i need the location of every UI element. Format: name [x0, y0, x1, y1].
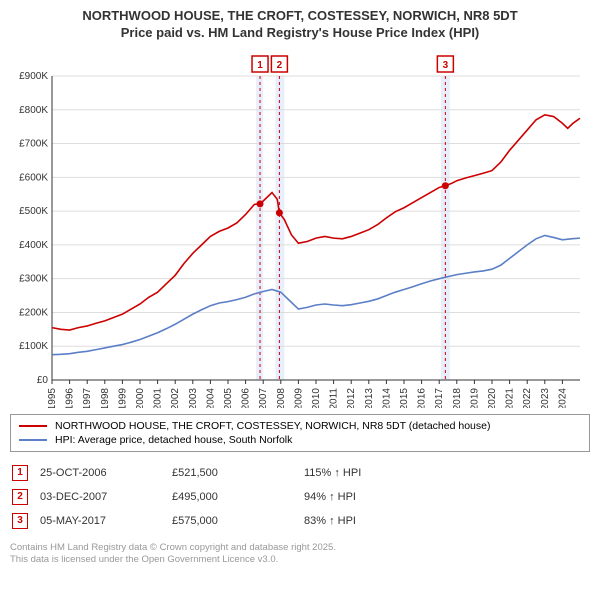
event-number-box: 1 — [12, 465, 28, 481]
svg-text:£500K: £500K — [19, 206, 48, 217]
svg-text:2002: 2002 — [170, 387, 181, 407]
svg-text:2015: 2015 — [399, 387, 410, 407]
chart-title: NORTHWOOD HOUSE, THE CROFT, COSTESSEY, N… — [10, 8, 590, 42]
svg-text:£900K: £900K — [19, 71, 48, 82]
svg-text:2009: 2009 — [293, 387, 304, 407]
svg-text:2007: 2007 — [258, 387, 269, 407]
svg-text:£700K: £700K — [19, 138, 48, 149]
svg-text:2018: 2018 — [452, 387, 463, 407]
svg-text:2001: 2001 — [153, 387, 164, 407]
svg-text:1999: 1999 — [117, 387, 128, 407]
svg-text:£0: £0 — [37, 375, 49, 386]
svg-text:2004: 2004 — [205, 387, 216, 407]
chart-area: £0 £100K £200K £300K £400K £500K £600K £700K £80… — [10, 48, 590, 408]
svg-text:1997: 1997 — [82, 387, 93, 407]
svg-text:£200K: £200K — [19, 307, 48, 318]
event-row: 2 03-DEC-2007£495,00094% ↑ HPI — [12, 486, 371, 508]
svg-text:2022: 2022 — [522, 387, 533, 407]
event-pct: 94% ↑ HPI — [304, 486, 371, 508]
svg-text:2020: 2020 — [487, 387, 498, 407]
legend-swatch — [19, 439, 47, 441]
svg-text:2012: 2012 — [346, 387, 357, 407]
svg-text:1996: 1996 — [65, 387, 76, 407]
event-date: 25-OCT-2006 — [40, 462, 170, 484]
svg-text:1995: 1995 — [47, 387, 58, 407]
svg-text:£300K: £300K — [19, 273, 48, 284]
svg-text:2011: 2011 — [329, 387, 340, 407]
legend-label: HPI: Average price, detached house, Sout… — [55, 434, 292, 446]
footnote-line-2: This data is licensed under the Open Gov… — [10, 554, 278, 565]
svg-text:3: 3 — [443, 60, 449, 71]
svg-text:£600K: £600K — [19, 172, 48, 183]
event-price: £521,500 — [172, 462, 302, 484]
legend-swatch — [19, 425, 47, 427]
svg-text:2016: 2016 — [417, 387, 428, 407]
event-number-box: 3 — [12, 513, 28, 529]
svg-text:2: 2 — [277, 60, 283, 71]
svg-text:2014: 2014 — [381, 387, 392, 407]
svg-text:2006: 2006 — [241, 387, 252, 407]
svg-text:£800K: £800K — [19, 105, 48, 116]
event-number-box: 2 — [12, 489, 28, 505]
svg-text:2021: 2021 — [505, 387, 516, 407]
legend-row: HPI: Average price, detached house, Sout… — [19, 433, 581, 447]
event-date: 03-DEC-2007 — [40, 486, 170, 508]
event-date: 05-MAY-2017 — [40, 510, 170, 532]
legend: NORTHWOOD HOUSE, THE CROFT, COSTESSEY, N… — [10, 414, 590, 452]
svg-text:2008: 2008 — [276, 387, 287, 407]
svg-text:£100K: £100K — [19, 341, 48, 352]
svg-text:2005: 2005 — [223, 387, 234, 407]
svg-text:2023: 2023 — [540, 387, 551, 407]
event-row: 1 25-OCT-2006£521,500115% ↑ HPI — [12, 462, 371, 484]
event-price: £495,000 — [172, 486, 302, 508]
title-line-1: NORTHWOOD HOUSE, THE CROFT, COSTESSEY, N… — [82, 8, 517, 23]
svg-text:2024: 2024 — [557, 387, 568, 407]
event-pct: 115% ↑ HPI — [304, 462, 371, 484]
footnote: Contains HM Land Registry data © Crown c… — [10, 542, 590, 567]
svg-text:1: 1 — [257, 60, 263, 71]
line-chart: £0 £100K £200K £300K £400K £500K £600K £700K £80… — [10, 48, 590, 408]
svg-text:2017: 2017 — [434, 387, 445, 407]
svg-text:2010: 2010 — [311, 387, 322, 407]
footnote-line-1: Contains HM Land Registry data © Crown c… — [10, 542, 336, 553]
svg-text:1998: 1998 — [100, 387, 111, 407]
svg-text:2003: 2003 — [188, 387, 199, 407]
legend-label: NORTHWOOD HOUSE, THE CROFT, COSTESSEY, N… — [55, 420, 490, 432]
svg-text:2000: 2000 — [135, 387, 146, 407]
legend-row: NORTHWOOD HOUSE, THE CROFT, COSTESSEY, N… — [19, 419, 581, 433]
svg-text:2013: 2013 — [364, 387, 375, 407]
event-price: £575,000 — [172, 510, 302, 532]
svg-text:£400K: £400K — [19, 240, 48, 251]
event-row: 3 05-MAY-2017£575,00083% ↑ HPI — [12, 510, 371, 532]
events-table: 1 25-OCT-2006£521,500115% ↑ HPI 2 03-DEC-20… — [10, 460, 373, 534]
title-line-2: Price paid vs. HM Land Registry's House … — [121, 25, 480, 40]
event-pct: 83% ↑ HPI — [304, 510, 371, 532]
svg-text:2019: 2019 — [469, 387, 480, 407]
